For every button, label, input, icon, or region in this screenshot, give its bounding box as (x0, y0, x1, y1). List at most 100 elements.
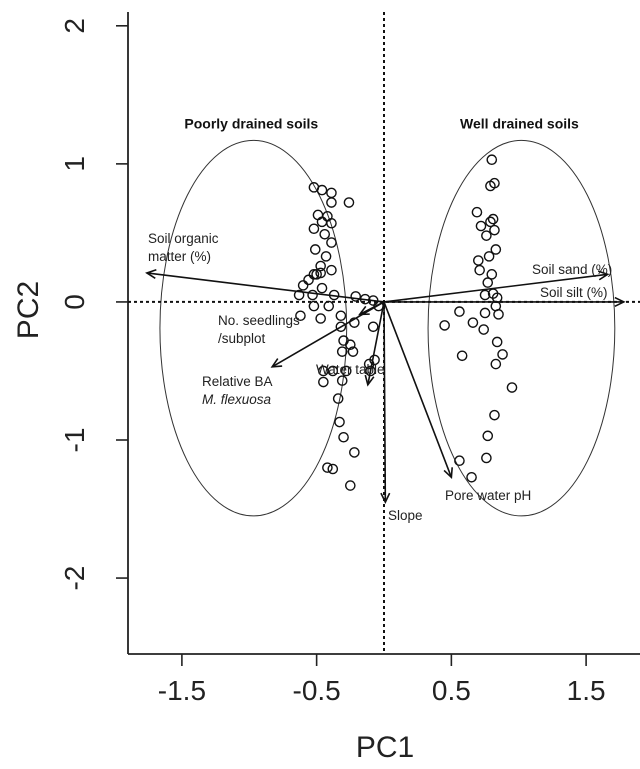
data-points (293, 154, 518, 491)
vector-arrowhead-1 (358, 305, 370, 316)
axis-ticks: -1.5 -0.5 0.5 1.5 -2 -1 0 1 2 (59, 18, 606, 706)
vector-label-7-0: Soil silt (%) (540, 285, 608, 300)
data-point-0-66 (483, 251, 495, 262)
data-point-0-54 (327, 463, 339, 475)
vector-6 (383, 273, 608, 303)
data-point-0-90 (466, 471, 477, 483)
data-point-0-87 (482, 430, 494, 442)
data-point-0-26 (323, 300, 335, 312)
data-point-0-48 (336, 375, 348, 386)
vector-5 (383, 301, 453, 478)
data-point-0-1 (316, 184, 328, 196)
group-ellipse-0 (159, 139, 348, 517)
data-point-0-77 (467, 317, 479, 328)
data-point-0-56 (486, 154, 498, 166)
group-label-1: Well drained soils (460, 115, 579, 131)
data-point-0-64 (481, 230, 492, 241)
data-point-0-10 (319, 228, 331, 240)
vector-label-4-0: Slope (388, 508, 423, 523)
data-point-0-51 (338, 431, 349, 443)
vector-label-0-0: Soil organic (148, 231, 219, 246)
data-point-0-16 (308, 269, 320, 280)
data-point-0-7 (316, 216, 328, 228)
vector-arrowhead-3 (364, 374, 375, 387)
data-point-0-63 (489, 224, 500, 236)
data-point-0-18 (315, 267, 326, 279)
data-point-0-86 (489, 409, 500, 421)
data-point-0-25 (308, 300, 320, 312)
data-point-0-32 (315, 313, 326, 324)
data-point-0-43 (365, 365, 376, 377)
x-tick-label-3: 1.5 (567, 675, 606, 706)
data-point-0-84 (490, 358, 502, 370)
vector-arrowhead-0 (145, 268, 157, 280)
vector-label-1-0: No. seedlings (218, 313, 300, 328)
data-point-0-89 (454, 455, 465, 467)
data-point-0-31 (295, 310, 306, 322)
data-point-0-9 (308, 223, 320, 235)
vector-2 (271, 301, 385, 368)
data-point-0-82 (491, 336, 503, 348)
data-point-0-36 (367, 321, 379, 333)
data-point-0-12 (309, 244, 321, 255)
data-point-0-2 (326, 187, 337, 199)
data-point-0-60 (487, 213, 499, 225)
vector-0 (146, 272, 385, 303)
vector-4 (383, 301, 387, 503)
data-point-0-42 (363, 358, 375, 370)
x-axis-label: PC1 (356, 731, 414, 764)
data-point-0-11 (326, 237, 337, 248)
data-point-0-47 (318, 376, 329, 388)
vector-arrowhead-2 (270, 358, 283, 368)
y-tick-label-3: 1 (59, 156, 90, 172)
data-point-0-69 (486, 269, 498, 280)
data-point-0-79 (439, 320, 450, 331)
data-point-0-39 (336, 346, 348, 357)
group-label-0: Poorly drained soils (184, 115, 318, 131)
vector-arrowhead-4 (380, 492, 391, 504)
data-point-0-38 (345, 339, 356, 351)
data-point-0-83 (497, 349, 508, 360)
data-point-0-14 (315, 260, 326, 272)
data-point-0-78 (493, 309, 504, 320)
data-point-0-34 (335, 321, 347, 333)
data-point-0-3 (343, 197, 355, 208)
data-point-0-70 (482, 277, 494, 288)
y-tick-label-1: -1 (59, 428, 90, 453)
x-tick-label-2: 0.5 (432, 675, 471, 706)
y-tick-label-4: 2 (59, 18, 90, 34)
data-point-0-65 (490, 244, 502, 255)
data-point-0-67 (473, 255, 484, 266)
data-point-0-55 (345, 480, 356, 491)
data-point-0-23 (307, 289, 318, 301)
data-point-0-4 (326, 197, 337, 208)
data-point-0-61 (485, 216, 496, 228)
vector-arrowhead-5 (443, 467, 453, 479)
vector-arrowhead-7 (614, 296, 626, 308)
data-point-0-59 (471, 206, 483, 218)
y-axis-label: PC2 (12, 281, 45, 339)
data-point-0-22 (293, 289, 305, 301)
annotation-labels: Poorly drained soils Well drained soils So… (148, 115, 612, 523)
group-ellipses (159, 139, 616, 517)
data-point-0-73 (479, 289, 491, 301)
data-point-0-50 (334, 416, 345, 428)
data-point-0-33 (335, 310, 347, 322)
vector-label-6-0: Soil sand (%) (532, 262, 612, 277)
data-point-0-21 (316, 282, 328, 294)
data-point-0-53 (322, 462, 333, 473)
data-point-0-58 (485, 180, 496, 192)
vector-label-5-0: Pore water pH (445, 488, 531, 503)
data-point-0-45 (327, 365, 339, 377)
x-tick-label-1: -0.5 (293, 675, 341, 706)
data-point-0-52 (349, 447, 360, 458)
data-point-0-49 (332, 393, 344, 404)
data-point-0-8 (326, 217, 337, 229)
data-point-0-19 (303, 274, 314, 286)
x-tick-label-0: -1.5 (158, 675, 206, 706)
data-point-0-81 (456, 350, 468, 362)
y-tick-label-2: 0 (59, 294, 90, 310)
vector-arrowhead-6 (597, 270, 610, 281)
data-point-0-62 (475, 220, 487, 232)
